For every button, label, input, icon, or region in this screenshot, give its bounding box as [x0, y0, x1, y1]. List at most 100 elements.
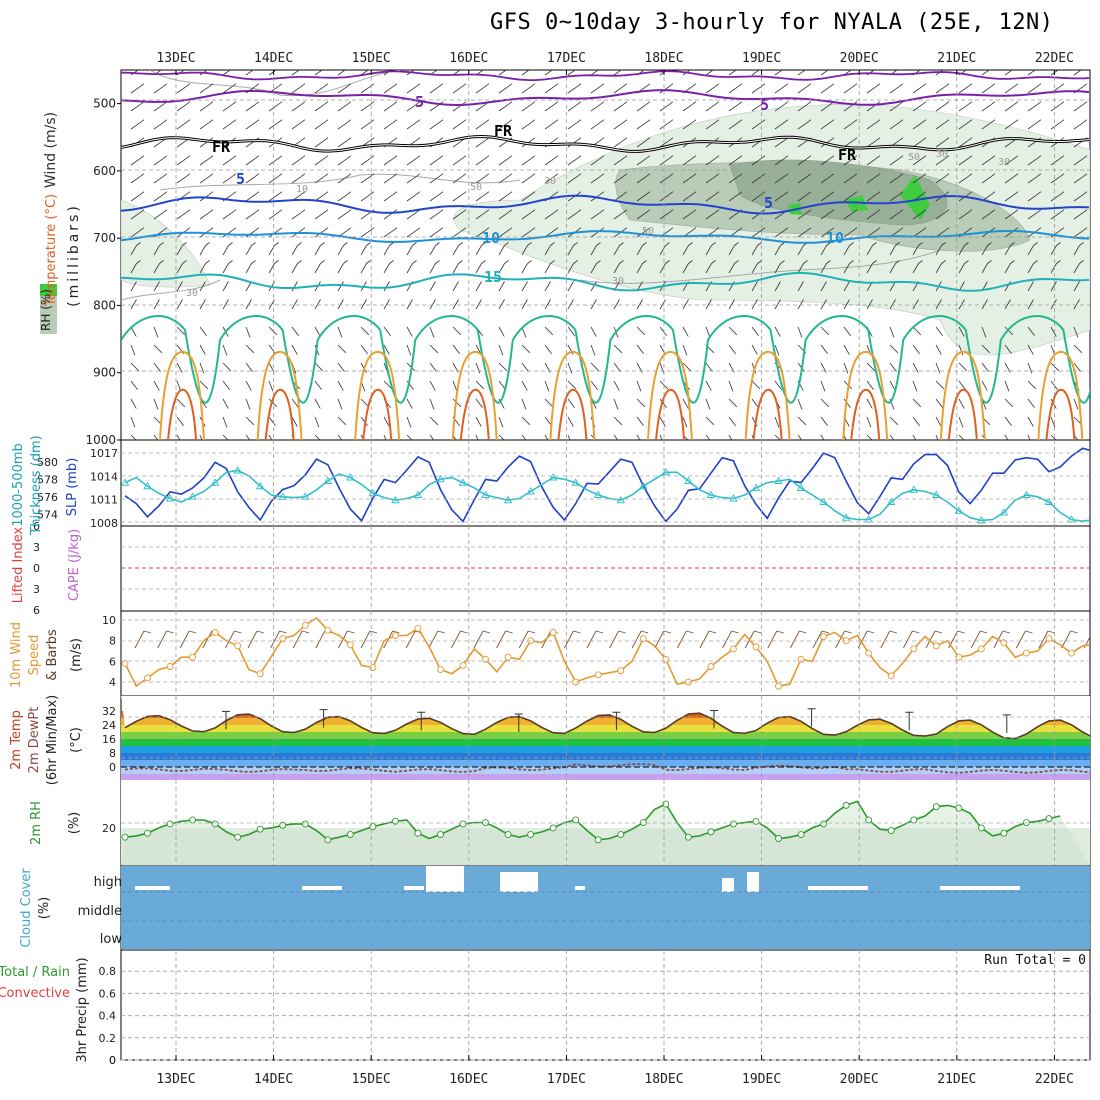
wind-barb — [820, 434, 825, 440]
wind-barb-flag — [737, 155, 743, 160]
wind-barb — [636, 212, 647, 220]
slp-tick: 1008 — [90, 517, 118, 530]
wind-barb — [383, 281, 390, 292]
wind-barb-flag — [323, 173, 329, 178]
wind-barb — [268, 380, 274, 392]
wind-barb — [153, 344, 163, 354]
wind10-barb-flag — [256, 630, 265, 634]
wind-barb — [797, 416, 807, 426]
wind-barb — [1004, 281, 1011, 292]
wind-barb-flag — [668, 191, 674, 196]
wind-barb — [705, 416, 715, 426]
label-thickness-b: Thickness (dm) — [29, 435, 44, 535]
wind-barb — [728, 263, 735, 274]
wind-barb — [452, 86, 463, 94]
wind10-line-point — [752, 643, 760, 651]
wind-barb — [452, 299, 459, 310]
wind-barb-flag — [783, 227, 789, 232]
thickness-line-point — [323, 476, 333, 484]
wind-barb — [820, 326, 830, 336]
wind-barb — [360, 70, 369, 76]
temp-band — [121, 739, 1090, 746]
wind-barb — [659, 176, 670, 184]
wind-barb-flag — [761, 66, 765, 69]
wind-barb-flag — [277, 137, 283, 142]
wind-barb — [774, 434, 781, 440]
wind-barb — [889, 434, 895, 440]
wind-barb — [613, 263, 620, 274]
rh2m-line-point — [279, 821, 287, 829]
wind-barb-flag — [830, 66, 834, 69]
wind-barb — [406, 86, 417, 94]
wind-barb-flag — [622, 83, 628, 88]
wind-barb — [682, 158, 693, 166]
wind-barb — [774, 194, 785, 202]
wind-barb — [1004, 104, 1015, 112]
wind-barb — [521, 176, 532, 184]
temp-tick: 8 — [109, 747, 116, 760]
wind-barb-flag — [254, 227, 260, 232]
wind-barb — [429, 344, 439, 354]
rh2m-line-point — [482, 819, 490, 827]
wind-barb — [314, 158, 325, 166]
thickness-line-point — [1022, 490, 1031, 498]
wind-barb — [567, 434, 571, 440]
wind-barb — [590, 104, 601, 112]
wind-barb-flag — [343, 260, 348, 264]
wind-barb-flag — [346, 137, 352, 142]
label-temp2m-b: 2m DewPt — [27, 707, 42, 774]
thickness-line-point — [121, 478, 130, 486]
wind-barb — [659, 212, 670, 220]
wind-barb-flag — [208, 227, 214, 232]
wind-barb — [475, 263, 482, 274]
wind-barb — [1004, 263, 1011, 274]
wind-barb-flag — [853, 66, 857, 69]
wind-barb — [705, 362, 713, 373]
wind-barb-flag — [481, 260, 486, 264]
wind-barb-flag — [967, 155, 973, 160]
wind-barb — [406, 434, 413, 440]
rh2m-line-point — [391, 817, 399, 825]
wind-barb — [935, 104, 946, 112]
wind10-line-point — [189, 653, 197, 661]
wind-barb — [1004, 362, 1011, 373]
wind-barb — [337, 281, 344, 292]
wind-barb — [130, 86, 141, 94]
label-precip-convective: Convective — [0, 986, 70, 1001]
wind-barb-flag — [1036, 191, 1042, 196]
wind-barb — [935, 362, 941, 374]
wind-barb — [544, 281, 551, 292]
wind-barb — [130, 434, 137, 440]
wind-barb — [958, 326, 965, 337]
wind-barb — [222, 344, 228, 356]
wind-barb — [958, 380, 966, 391]
temp-band — [121, 725, 1090, 732]
wind-barb — [843, 245, 850, 256]
wind-barb — [130, 326, 137, 337]
wind-barb-flag — [300, 155, 306, 160]
wind-barb-flag — [369, 119, 375, 124]
wind-barb — [498, 263, 505, 274]
wind10-barb-flag — [957, 630, 965, 634]
wind-barb — [360, 104, 371, 112]
wind-barb-flag — [231, 191, 237, 196]
wind-barb-flag — [849, 260, 854, 264]
wind-barb — [199, 104, 210, 112]
wind-barb — [245, 212, 256, 220]
wind10-barb — [1016, 630, 1026, 649]
wind-barb-flag — [668, 155, 674, 160]
wind10-line-point — [1045, 635, 1053, 643]
wind-barb — [429, 362, 437, 373]
wind-barb — [475, 434, 479, 440]
wind-barb — [958, 263, 965, 274]
wind-barb-flag — [205, 242, 210, 246]
wind-barb-flag — [576, 83, 582, 88]
wind-barb-flag — [485, 66, 489, 69]
wind-barb — [659, 122, 670, 130]
wind-barb-flag — [1059, 173, 1065, 178]
wind-barb — [291, 70, 300, 76]
wind-barb — [245, 70, 254, 76]
wind-barb — [406, 230, 417, 238]
wind-barb-flag — [898, 173, 904, 178]
wind-barb — [383, 380, 393, 390]
